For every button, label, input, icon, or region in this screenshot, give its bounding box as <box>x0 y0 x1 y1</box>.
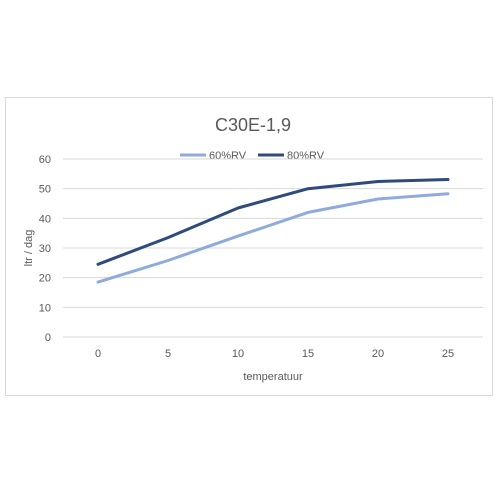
chart-title: C30E-1,9 <box>215 115 291 135</box>
y-tick-label: 10 <box>39 302 51 314</box>
legend: 60%RV 80%RV <box>180 150 325 162</box>
y-tick-label: 30 <box>39 243 51 255</box>
x-axis-ticks: 0 5 10 15 20 25 <box>95 348 454 360</box>
y-axis-label: ltr / dag <box>23 230 35 267</box>
y-tick-label: 50 <box>39 184 51 196</box>
x-tick-label: 5 <box>165 348 171 360</box>
x-axis-label: temperatuur <box>243 371 303 383</box>
x-tick-label: 10 <box>232 348 244 360</box>
series-lines <box>96 178 450 284</box>
y-axis-ticks: 0 10 20 30 40 50 60 <box>39 154 51 344</box>
x-tick-label: 20 <box>372 348 384 360</box>
y-tick-label: 40 <box>39 213 51 225</box>
x-tick-label: 25 <box>442 348 454 360</box>
series-line-60pct-rv <box>96 192 450 284</box>
gridlines <box>63 158 483 338</box>
y-tick-label: 20 <box>39 273 51 285</box>
y-tick-label: 0 <box>45 332 51 344</box>
series-line-80pct-rv <box>96 178 450 266</box>
legend-label: 60%RV <box>209 150 247 162</box>
x-tick-label: 0 <box>95 348 101 360</box>
y-tick-label: 60 <box>39 154 51 166</box>
chart-frame <box>5 97 493 396</box>
x-tick-label: 15 <box>302 348 314 360</box>
legend-label: 80%RV <box>287 150 325 162</box>
